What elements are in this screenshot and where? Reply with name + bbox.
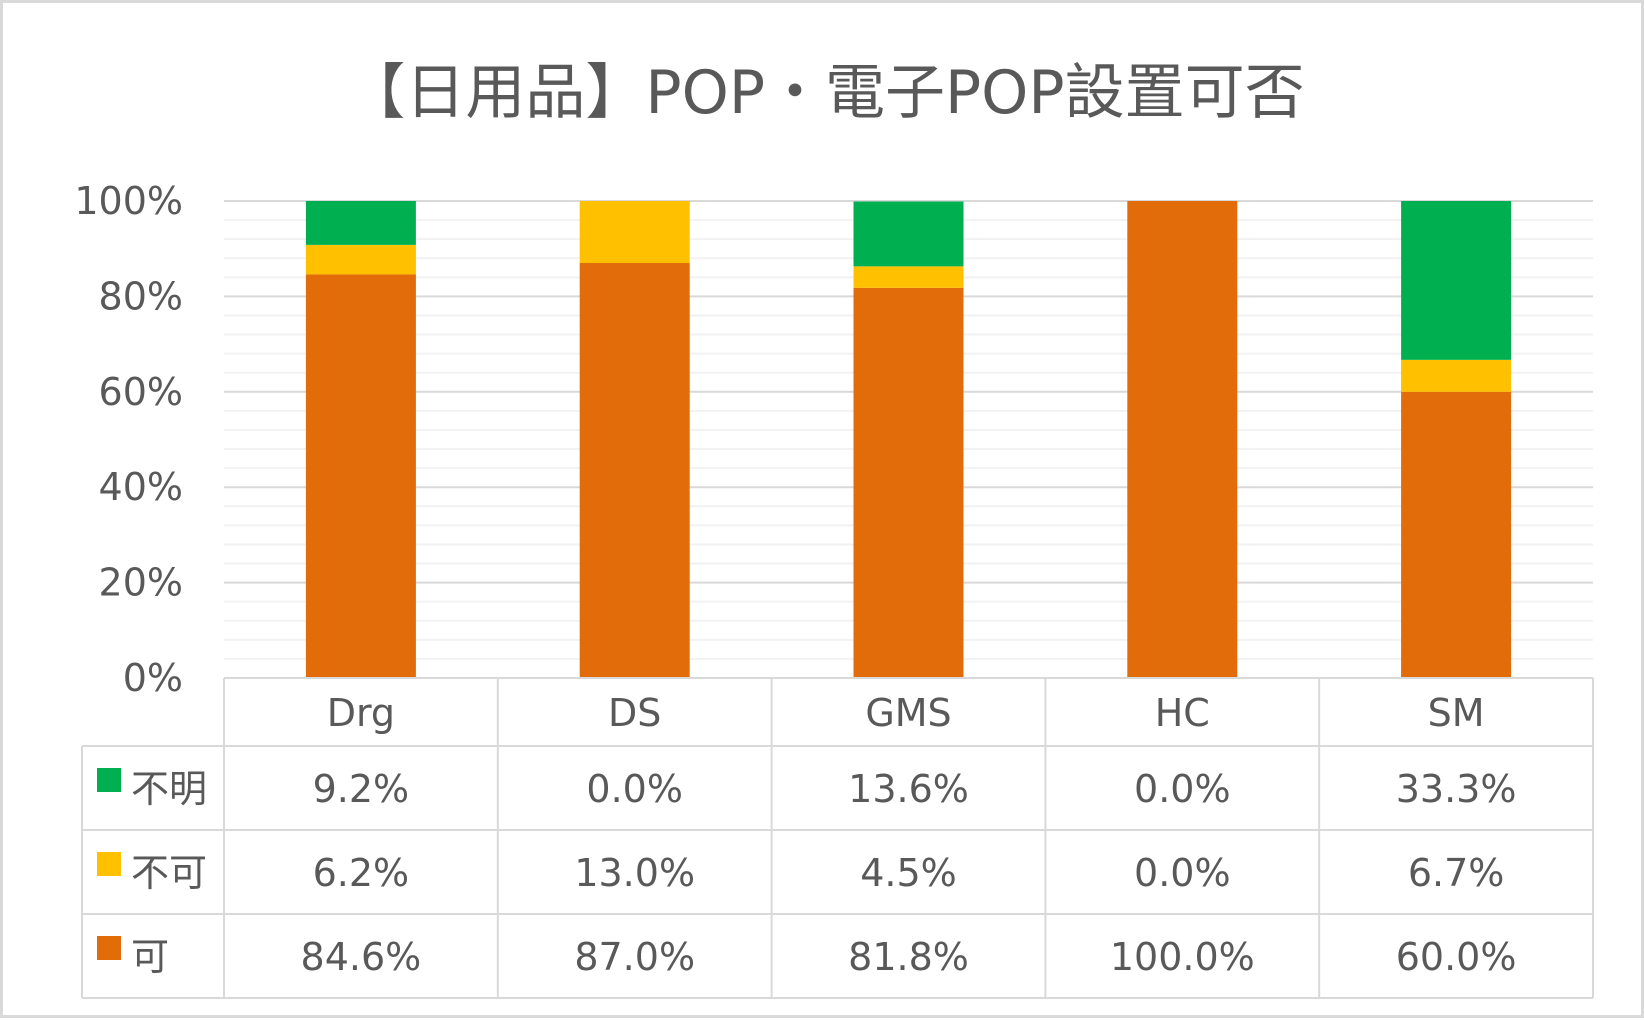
y-tick-label: 80% [99, 274, 183, 318]
bar-segment [1401, 359, 1512, 392]
bar-segment [579, 263, 690, 678]
data-label: 84.6% [301, 935, 422, 979]
bar-segment [1401, 201, 1512, 360]
x-category-label: SM [1428, 691, 1485, 735]
data-label: 0.0% [1134, 851, 1231, 895]
bar-segment [853, 266, 964, 288]
data-label: 87.0% [574, 935, 695, 979]
data-label: 0.0% [1134, 767, 1231, 811]
data-label: 4.5% [860, 851, 957, 895]
bar-segment [1127, 201, 1238, 678]
y-tick-label: 100% [74, 179, 183, 223]
data-label: 6.2% [313, 851, 410, 895]
bar-segment [1401, 391, 1512, 678]
legend-swatch [97, 852, 121, 876]
bar-segment [853, 201, 964, 267]
data-label: 6.7% [1408, 851, 1505, 895]
legend-label: 可 [131, 935, 169, 979]
y-tick-label: 40% [99, 465, 183, 509]
plot-area: 0% 20% 40% 60% 80% 100% Drg DS GMS HC SM 不明 9.2% 0.0%… [74, 179, 1594, 999]
chart-title: 【日用品】POP・電子POP設置可否 [345, 58, 1305, 128]
x-category-label: DS [608, 691, 661, 735]
legend-label: 不明 [131, 767, 207, 811]
data-label: 13.0% [574, 851, 695, 895]
bar-segment [305, 244, 416, 275]
data-label: 13.6% [848, 767, 969, 811]
y-tick-label: 20% [99, 561, 183, 605]
bar-segment [305, 201, 416, 245]
legend-swatch [97, 768, 121, 792]
data-label: 33.3% [1396, 767, 1517, 811]
data-label: 0.0% [586, 767, 683, 811]
x-category-label: GMS [865, 691, 951, 735]
legend-swatch [97, 936, 121, 960]
bar-segment [579, 201, 690, 264]
data-label: 81.8% [848, 935, 969, 979]
legend-label: 不可 [131, 851, 207, 895]
x-category-label: Drg [327, 691, 395, 735]
y-tick-label: 0% [123, 656, 183, 700]
data-label: 9.2% [313, 767, 410, 811]
bar-segment [853, 287, 964, 678]
data-label: 60.0% [1396, 935, 1517, 979]
bar-segment [305, 274, 416, 678]
y-tick-label: 60% [99, 370, 183, 414]
data-label: 100.0% [1110, 935, 1255, 979]
x-category-label: HC [1155, 691, 1210, 735]
